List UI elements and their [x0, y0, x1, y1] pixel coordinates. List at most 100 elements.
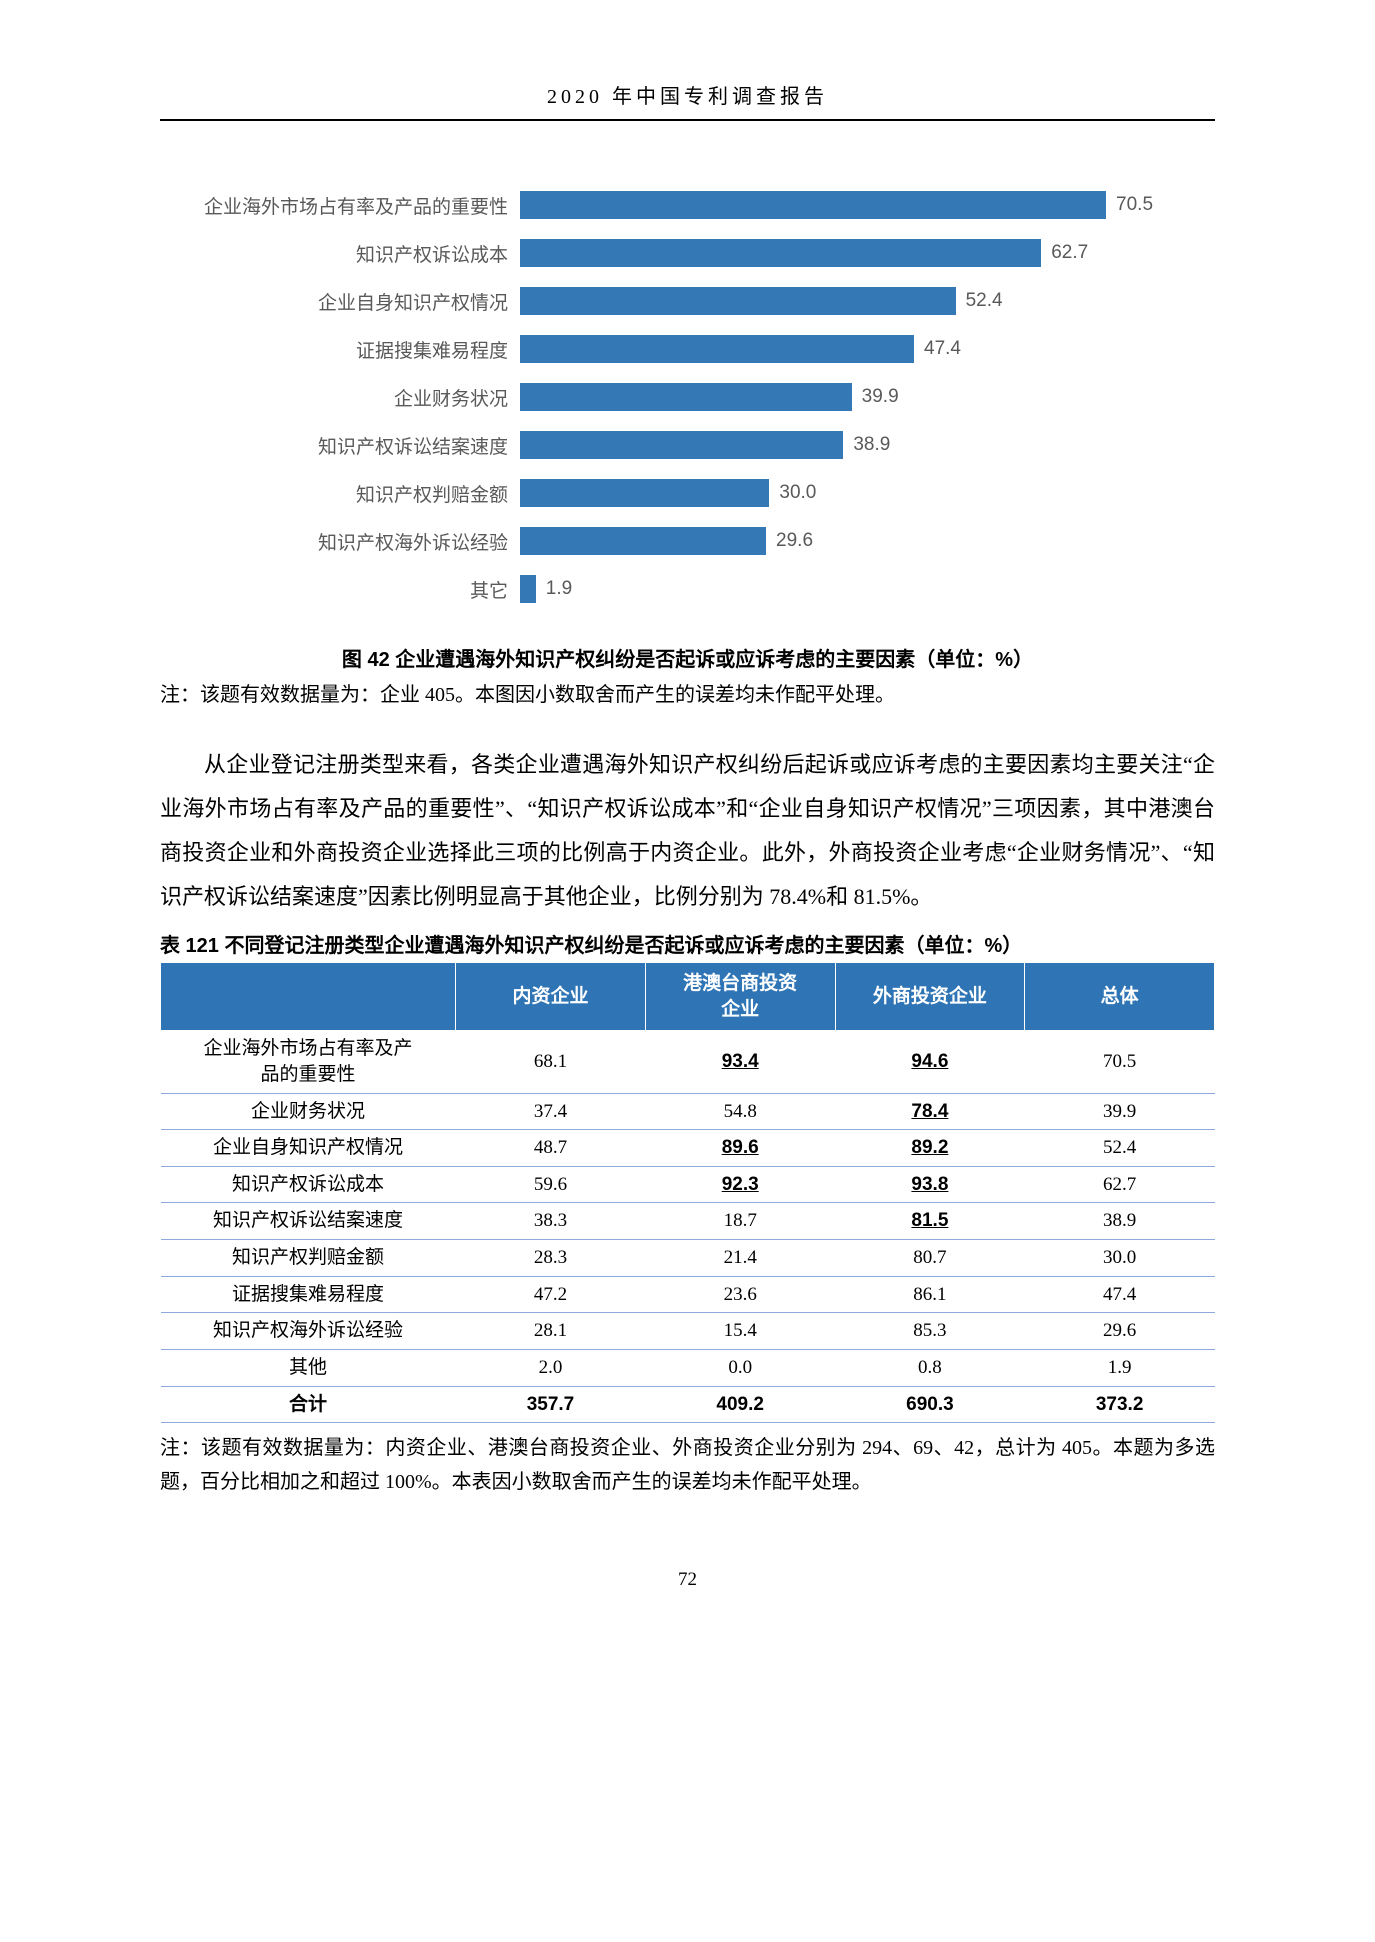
chart-bar [520, 191, 1106, 219]
table-cell: 39.9 [1025, 1093, 1215, 1130]
chart-row: 企业财务状况 39.9 [190, 373, 1185, 421]
chart-label: 企业自身知识产权情况 [190, 288, 520, 315]
table-cell: 15.4 [645, 1313, 835, 1350]
table-row: 其他2.00.00.81.9 [161, 1350, 1215, 1387]
table-row: 知识产权判赔金额28.321.480.730.0 [161, 1240, 1215, 1277]
table-cell: 80.7 [835, 1240, 1025, 1277]
table-cell: 48.7 [456, 1130, 646, 1167]
bar-chart: 企业海外市场占有率及产品的重要性70.5 知识产权诉讼成本 62.7 企业自身知识产权… [190, 181, 1185, 613]
table-row: 知识产权诉讼结案速度38.318.781.538.9 [161, 1203, 1215, 1240]
table-total-cell: 357.7 [456, 1386, 646, 1423]
table-row-label: 企业自身知识产权情况 [161, 1130, 456, 1167]
figure-caption: 图 42 企业遭遇海外知识产权纠纷是否起诉或应诉考虑的主要因素（单位：%） [160, 643, 1215, 672]
table-cell: 86.1 [835, 1276, 1025, 1313]
chart-row: 证据搜集难易程度 47.4 [190, 325, 1185, 373]
chart-value: 52.4 [956, 290, 1003, 312]
table-cell: 38.9 [1025, 1203, 1215, 1240]
chart-bar [520, 239, 1041, 267]
chart-bar [520, 383, 852, 411]
table-row: 企业自身知识产权情况48.789.689.252.4 [161, 1130, 1215, 1167]
chart-bar-area: 29.6 [520, 527, 1185, 555]
table-cell: 89.2 [835, 1130, 1025, 1167]
table-header-cell [161, 963, 456, 1031]
table-cell: 47.2 [456, 1276, 646, 1313]
table-row: 知识产权海外诉讼经验28.115.485.329.6 [161, 1313, 1215, 1350]
table-note: 注：该题有效数据量为：内资企业、港澳台商投资企业、外商投资企业分别为 294、6… [160, 1431, 1215, 1499]
chart-row: 企业海外市场占有率及产品的重要性70.5 [190, 181, 1185, 229]
table-cell: 59.6 [456, 1166, 646, 1203]
table-row-label: 知识产权诉讼成本 [161, 1166, 456, 1203]
chart-row: 知识产权海外诉讼经验29.6 [190, 517, 1185, 565]
chart-value: 29.6 [766, 530, 813, 552]
table-row: 知识产权诉讼成本59.692.393.862.7 [161, 1166, 1215, 1203]
chart-label: 知识产权诉讼结案速度 [190, 432, 520, 459]
chart-label: 证据搜集难易程度 [190, 336, 520, 363]
data-table: 内资企业港澳台商投资企业外商投资企业总体企业海外市场占有率及产品的重要性68.1… [160, 962, 1215, 1423]
chart-bar-area: 47.4 [520, 335, 1185, 363]
table-cell: 1.9 [1025, 1350, 1215, 1387]
table-cell: 70.5 [1025, 1031, 1215, 1093]
chart-bar-area: 52.4 [520, 287, 1185, 315]
table-cell: 30.0 [1025, 1240, 1215, 1277]
chart-row: 知识产权判赔金额 30.0 [190, 469, 1185, 517]
chart-row: 企业自身知识产权情况 52.4 [190, 277, 1185, 325]
table-cell: 89.6 [645, 1130, 835, 1167]
table-cell: 28.3 [456, 1240, 646, 1277]
table-row: 企业财务状况37.454.878.439.9 [161, 1093, 1215, 1130]
table-total-cell: 690.3 [835, 1386, 1025, 1423]
table-cell: 52.4 [1025, 1130, 1215, 1167]
table-header-cell: 总体 [1025, 963, 1215, 1031]
chart-value: 47.4 [914, 338, 961, 360]
table-row-label: 知识产权海外诉讼经验 [161, 1313, 456, 1350]
table-cell: 23.6 [645, 1276, 835, 1313]
table-total-cell: 409.2 [645, 1386, 835, 1423]
table-cell: 94.6 [835, 1031, 1025, 1093]
table-cell: 21.4 [645, 1240, 835, 1277]
chart-value: 30.0 [769, 482, 816, 504]
page-header: 2020 年中国专利调查报告 [160, 80, 1215, 121]
table-caption: 表 121 不同登记注册类型企业遭遇海外知识产权纠纷是否起诉或应诉考虑的主要因素… [160, 929, 1215, 958]
table-total-label: 合计 [161, 1386, 456, 1423]
table-cell: 93.8 [835, 1166, 1025, 1203]
table-row: 证据搜集难易程度47.223.686.147.4 [161, 1276, 1215, 1313]
chart-value: 39.9 [852, 386, 899, 408]
table-cell: 0.0 [645, 1350, 835, 1387]
table-total-row: 合计357.7409.2690.3373.2 [161, 1386, 1215, 1423]
chart-label: 其它 [190, 576, 520, 603]
page-number: 72 [160, 1569, 1215, 1591]
table-row-label: 企业海外市场占有率及产品的重要性 [161, 1031, 456, 1093]
chart-bar [520, 575, 536, 603]
table-header-cell: 内资企业 [456, 963, 646, 1031]
table-cell: 47.4 [1025, 1276, 1215, 1313]
table-header-cell: 港澳台商投资企业 [645, 963, 835, 1031]
chart-value: 70.5 [1106, 194, 1153, 216]
chart-bar-area: 38.9 [520, 431, 1185, 459]
table-cell: 54.8 [645, 1093, 835, 1130]
table-cell: 92.3 [645, 1166, 835, 1203]
table-row-label: 企业财务状况 [161, 1093, 456, 1130]
chart-value: 38.9 [843, 434, 890, 456]
table-cell: 37.4 [456, 1093, 646, 1130]
table-row-label: 其他 [161, 1350, 456, 1387]
chart-bar-area: 30.0 [520, 479, 1185, 507]
table-total-cell: 373.2 [1025, 1386, 1215, 1423]
chart-bar-area: 70.5 [520, 191, 1185, 219]
table-cell: 2.0 [456, 1350, 646, 1387]
chart-bar [520, 527, 766, 555]
chart-bar [520, 287, 956, 315]
table-cell: 0.8 [835, 1350, 1025, 1387]
table-cell: 78.4 [835, 1093, 1025, 1130]
chart-label: 企业财务状况 [190, 384, 520, 411]
chart-bar [520, 479, 769, 507]
table-cell: 68.1 [456, 1031, 646, 1093]
table-cell: 38.3 [456, 1203, 646, 1240]
chart-bar-area: 62.7 [520, 239, 1185, 267]
table-cell: 28.1 [456, 1313, 646, 1350]
table-cell: 18.7 [645, 1203, 835, 1240]
table-cell: 29.6 [1025, 1313, 1215, 1350]
table-row-label: 知识产权判赔金额 [161, 1240, 456, 1277]
chart-label: 知识产权诉讼成本 [190, 240, 520, 267]
table-cell: 93.4 [645, 1031, 835, 1093]
chart-label: 知识产权判赔金额 [190, 480, 520, 507]
chart-value: 62.7 [1041, 242, 1088, 264]
